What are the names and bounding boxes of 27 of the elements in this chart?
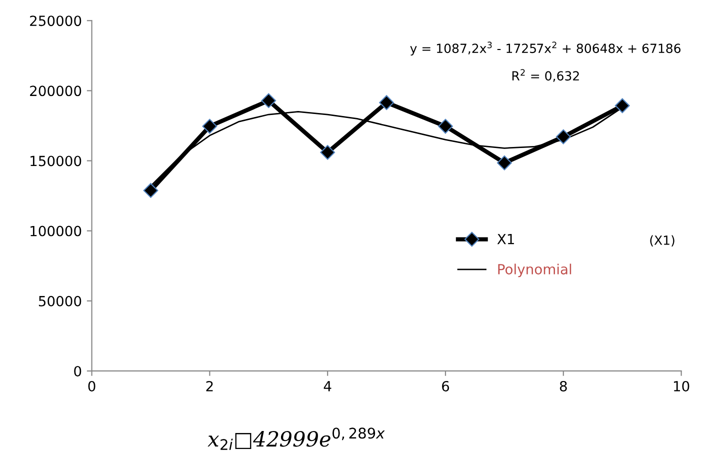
text: x$_{2i}$□42999e$^{0,289x}$ <box>208 428 385 450</box>
point <box>438 118 453 134</box>
x-tick-label: 6 <box>442 380 450 392</box>
point <box>143 183 158 198</box>
legend-label: X1 <box>497 234 514 244</box>
point <box>202 118 218 134</box>
point <box>261 93 276 108</box>
y-tick-label: 100000 <box>30 226 82 236</box>
x-tick-label: 10 <box>674 380 690 392</box>
y-tick-label: 50000 <box>38 296 82 306</box>
annotation: R$^{2}$ = 0,632 <box>512 69 579 82</box>
x-tick-label: 0 <box>88 380 96 392</box>
x-tick-label: 8 <box>560 380 567 392</box>
y-tick-label: 200000 <box>30 86 82 96</box>
annotation: (X1) <box>650 235 674 246</box>
point <box>497 155 512 170</box>
annotation: y = 1087,2x$^{3}$ - 17257x$^{2}$ + 80648x + 67186 <box>410 42 680 56</box>
point <box>320 144 336 160</box>
point <box>379 95 394 110</box>
point <box>614 98 630 114</box>
y-tick-label: 0 <box>74 366 82 376</box>
y-tick-label: 250000 <box>30 16 82 26</box>
legend-label: Polynomial <box>498 264 572 278</box>
point <box>556 129 571 144</box>
x-tick-label: 2 <box>206 380 213 392</box>
x-tick-label: 4 <box>324 381 332 392</box>
y-tick-label: 150000 <box>30 156 82 166</box>
